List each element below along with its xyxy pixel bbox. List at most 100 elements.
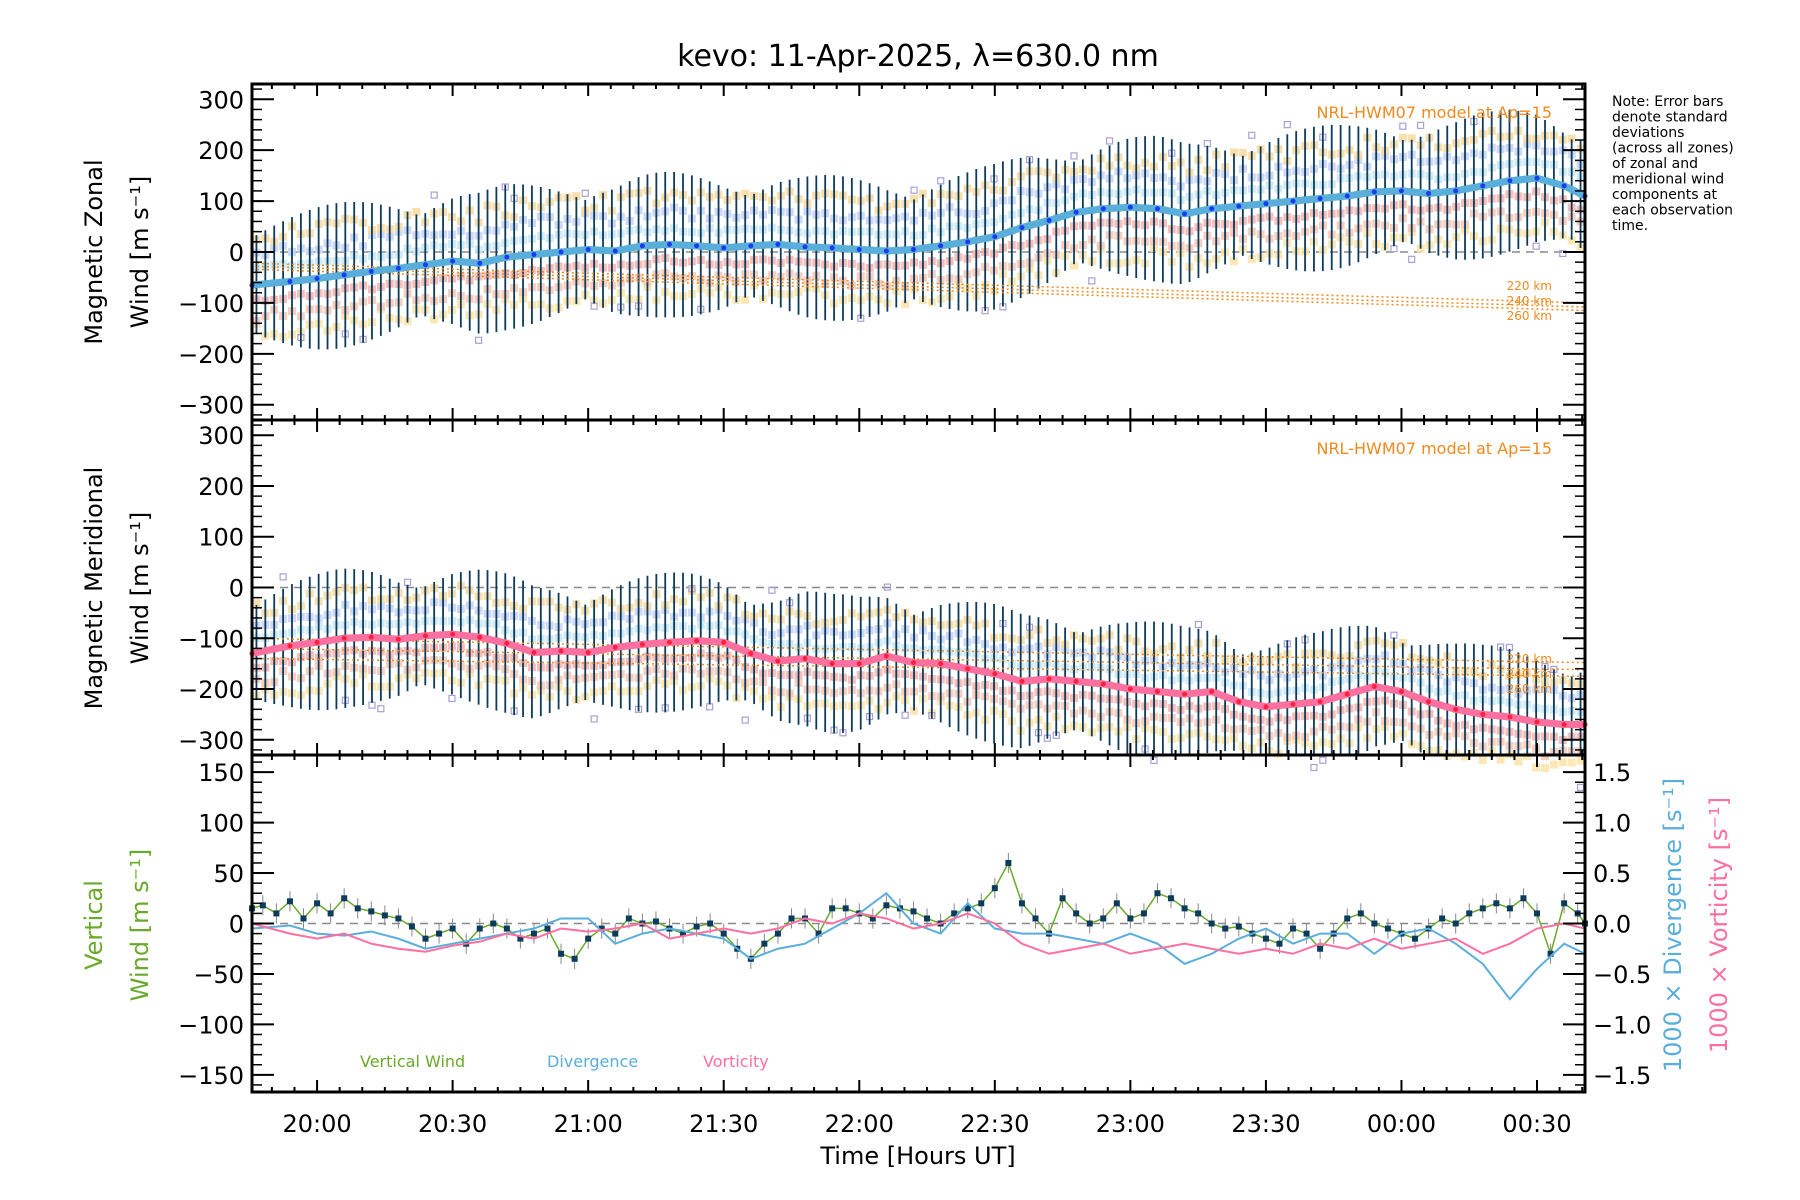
note-line: of zonal and [1612,156,1698,172]
x-tick-label: 22:30 [960,1110,1029,1138]
mean-wind-point [287,279,293,285]
mean-wind-point [1236,699,1242,705]
mean-wind-point [992,671,998,677]
mean-wind-point [1371,683,1377,689]
left-tick-label: −200 [178,341,244,369]
outlier-zone-marker [1390,631,1398,639]
meridional-model-height-240: 240 km [1507,667,1552,681]
zone-wind-marker [1514,757,1523,766]
vertical-wind-point [571,955,578,962]
meridional-model-height-260: 260 km [1507,682,1552,696]
x-tick-label: 21:00 [554,1110,623,1138]
vertical-wind-point [1181,905,1188,912]
mean-wind-point [558,249,564,255]
meridional-ylabel-line2: Wind [m s⁻¹] [126,512,154,664]
note-line: time. [1612,218,1648,234]
vertical-wind-point [815,930,822,937]
mean-wind-point [1154,206,1160,212]
mean-wind-point [612,248,618,254]
mean-wind-point [1236,203,1242,209]
outlier-zone-marker [1576,783,1585,791]
mean-wind-point [1209,689,1215,695]
vertical-wind-point [612,930,619,937]
vertical-wind-point [1262,935,1269,942]
mean-wind-point [883,653,889,659]
outlier-zone-marker [1150,756,1158,765]
outlier-zone-marker [1416,121,1425,129]
vertical-ylabel-line1: Vertical [80,880,108,970]
divergence-line [251,891,1586,1001]
meridional-model-label: NRL-HWM07 model at Ap=15 [1316,439,1552,458]
mean-wind-point [1182,691,1188,697]
left-tick-label: 100 [198,524,244,552]
vertical-wind-point [1412,935,1419,942]
mean-wind-point [423,262,429,268]
zone-wind-marker [741,189,750,198]
mean-wind-line [251,630,1585,729]
vertical-wind-point [598,925,605,932]
vertical-wind-point [1303,930,1310,937]
vertical-wind-point [585,935,592,942]
outlier-zone-marker [581,189,589,197]
mean-wind-point [585,246,591,252]
mean-wind-point [558,648,564,654]
left-tick-label: −50 [193,961,244,989]
x-axis-label: Time [Hours UT] [819,1142,1015,1170]
vertical-wind-point [1059,895,1066,902]
vertical-wind-point [1073,910,1080,917]
vertical-wind-point [436,930,443,937]
outlier-zone-marker [1390,245,1398,253]
vertical-wind-point [1357,910,1364,917]
vertical-wind-point [680,930,687,937]
x-tick-label: 21:30 [689,1110,758,1138]
right-tick-label: −1.5 [1593,1062,1651,1090]
divergence-right-ylabel: 1000 × Divergence [s⁻¹] [1659,778,1687,1072]
left-tick-label: 300 [198,86,244,114]
note-line: meridional wind [1612,172,1724,188]
outlier-zone-marker [1310,763,1318,772]
vertical-wind-point [381,912,388,919]
mean-wind-point [721,245,727,251]
model-line-260-km [251,268,1586,312]
mean-wind-point [1100,206,1106,212]
outlier-zone-marker [1088,277,1096,285]
zone-wind-marker [252,599,261,608]
left-tick-label: −100 [178,1011,244,1039]
zone-wind-marker [1478,755,1487,764]
vertical-wind-point [707,920,714,927]
mean-wind-point [1019,678,1025,684]
mean-wind-point [368,634,374,640]
vertical-wind-point [1100,915,1107,922]
mean-wind-point [829,661,835,667]
outlier-zone-marker [1070,152,1078,160]
note-line: denote standard [1612,110,1728,126]
zone-wind-marker [1532,763,1541,772]
zone-wind-marker [741,296,750,305]
mean-wind-point [938,243,944,249]
mean-wind-point [585,649,591,655]
mean-wind-point [883,248,889,254]
mean-wind-point [477,260,483,266]
mean-wind-point [1073,678,1079,684]
mean-wind-point [910,246,916,252]
mean-wind-point [1209,206,1215,212]
vertical-wind-point [1439,915,1446,922]
zone-wind-marker [412,207,421,216]
vertical-wind-point [991,885,998,892]
zonal-ylabel-line1: Magnetic Zonal [80,159,108,344]
mean-wind-point [748,650,754,656]
vertical-wind-point [1113,900,1120,907]
vorticity-right-ylabel: 1000 × Vorticity [s⁻¹] [1705,797,1733,1053]
mean-wind-point [1480,183,1486,189]
zone-wind-marker [1238,148,1247,157]
vertical-wind-line [251,861,1586,960]
mean-wind-point [965,239,971,245]
vertical-wind-point [1290,925,1297,932]
mean-wind-point [1453,706,1459,712]
zone-wind-marker [430,315,439,324]
right-tick-label: −1.0 [1593,1011,1651,1039]
mean-wind-point [531,252,537,258]
vertical-wind-point [652,918,659,925]
vertical-wind-point [476,925,483,932]
